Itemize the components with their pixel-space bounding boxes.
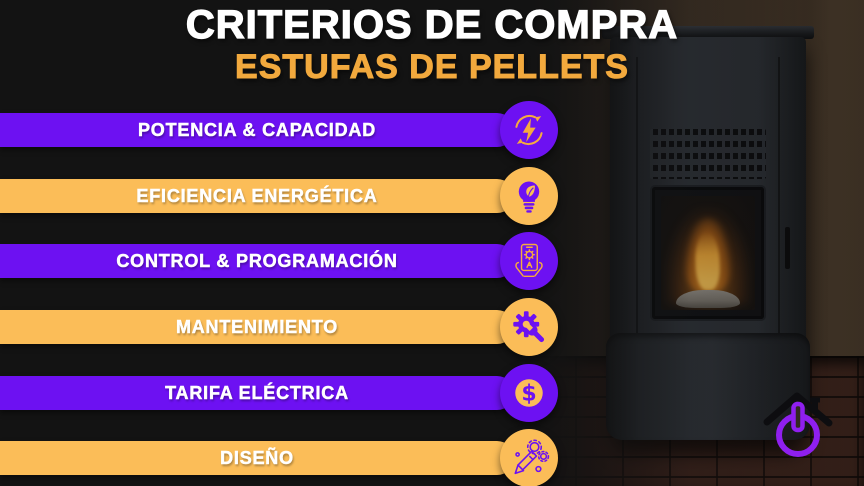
smart-home-power-logo xyxy=(763,392,833,457)
bar-diseno: DISEÑO xyxy=(0,441,514,475)
bar-label: CONTROL & PROGRAMACIÓN xyxy=(116,251,398,272)
criteria-row-eficiencia: EFICIENCIA ENERGÉTICA xyxy=(0,167,864,225)
criteria-row-potencia: POTENCIA & CAPACIDAD xyxy=(0,101,864,159)
criteria-row-control: CONTROL & PROGRAMACIÓN xyxy=(0,232,864,290)
bar-eficiencia: EFICIENCIA ENERGÉTICA xyxy=(0,179,514,213)
bar-label: POTENCIA & CAPACIDAD xyxy=(137,120,376,141)
bar-control: CONTROL & PROGRAMACIÓN xyxy=(0,244,514,278)
badge-eficiencia xyxy=(500,167,558,225)
badge-mantenimiento xyxy=(500,298,558,356)
badge-control xyxy=(500,232,558,290)
bar-label: TARIFA ELÉCTRICA xyxy=(165,383,349,404)
design-pencil-icon xyxy=(514,439,550,475)
bar-label: MANTENIMIENTO xyxy=(175,317,339,338)
criteria-row-diseno: DISEÑO xyxy=(0,429,864,486)
header: CRITERIOS DE COMPRA ESTUFAS DE PELLETS xyxy=(0,2,864,86)
page-title: CRITERIOS DE COMPRA xyxy=(185,2,679,47)
smart-control-icon xyxy=(515,243,543,278)
criteria-row-mantenimiento: MANTENIMIENTO xyxy=(0,298,864,356)
bar-label: EFICIENCIA ENERGÉTICA xyxy=(136,186,378,207)
roof-icon xyxy=(763,392,833,427)
gear-wrench-icon xyxy=(513,311,545,343)
bar-mantenimiento: MANTENIMIENTO xyxy=(0,310,514,344)
bar-tarifa: TARIFA ELÉCTRICA xyxy=(0,376,514,410)
criteria-row-tarifa: TARIFA ELÉCTRICA $ xyxy=(0,364,864,422)
energy-refresh-icon xyxy=(515,114,543,146)
bar-potencia: POTENCIA & CAPACIDAD xyxy=(0,113,514,147)
svg-text:$: $ xyxy=(521,381,536,406)
stove-photo xyxy=(528,0,864,486)
badge-potencia xyxy=(500,101,558,159)
page-subtitle: ESTUFAS DE PELLETS xyxy=(235,48,629,87)
badge-tarifa: $ xyxy=(500,364,558,422)
eco-bulb-icon xyxy=(518,181,540,213)
bar-label: DISEÑO xyxy=(220,448,294,469)
badge-diseno xyxy=(500,429,558,486)
dollar-coin-icon: $ xyxy=(515,379,543,407)
